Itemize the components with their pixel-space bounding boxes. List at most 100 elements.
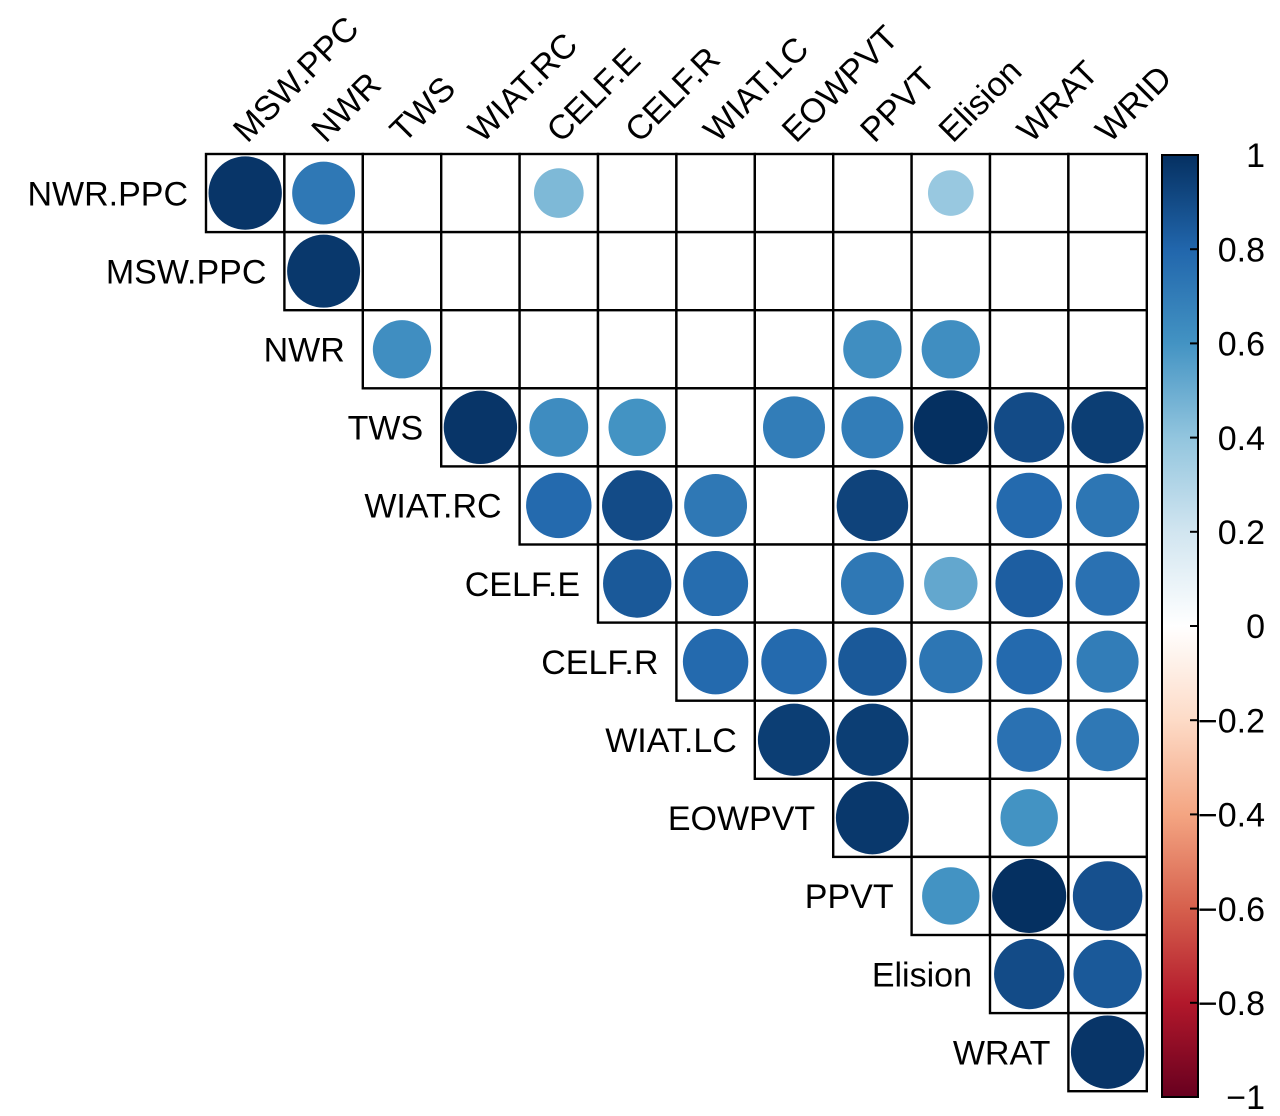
colorbar-tick-label: 0 (1246, 608, 1265, 646)
correlation-circle (602, 470, 673, 541)
correlation-circle (287, 234, 361, 308)
grid-cell (1067, 777, 1149, 859)
grid-cell (832, 152, 913, 234)
correlation-circle (208, 156, 282, 230)
grid-cell (518, 230, 600, 312)
grid-cell (988, 309, 1070, 390)
colorbar-gradient (1161, 154, 1199, 1098)
correlation-circle (682, 628, 749, 695)
grid-cell (596, 230, 678, 312)
correlation-circle (996, 628, 1062, 695)
correlation-circle (835, 781, 909, 855)
grid-cell (1067, 309, 1149, 390)
correlation-circle (927, 170, 974, 216)
correlation-circle (526, 472, 592, 539)
colorbar-tick-label: 0.8 (1218, 231, 1265, 269)
grid-cell (753, 465, 835, 546)
grid-cell (753, 152, 835, 234)
row-label: WIAT.LC (605, 722, 737, 760)
correlation-circle (913, 390, 988, 465)
grid-cell (910, 230, 992, 312)
correlation-circle (1071, 391, 1144, 464)
correlation-circle (1075, 473, 1140, 538)
colorbar-tick-label: 0.2 (1218, 514, 1265, 552)
grid-cell (596, 152, 678, 234)
grid-cell (753, 230, 835, 312)
grid-cell (675, 152, 757, 234)
colorbar-tick-label: −0.2 (1198, 702, 1265, 740)
grid-cell (675, 230, 757, 312)
column-labels: MSW.PPCNWRTWSWIAT.RCCELF.ECELF.RWIAT.LCE… (226, 9, 1179, 149)
grid-cell (753, 309, 835, 390)
correlation-circle (603, 549, 672, 618)
row-label: MSW.PPC (106, 253, 267, 291)
grid-cell (675, 387, 757, 468)
correlation-circle (529, 397, 589, 457)
correlation-circle (841, 396, 904, 459)
correlation-circle (533, 168, 584, 218)
grid-cell (988, 152, 1070, 234)
correlation-circle (1072, 861, 1143, 931)
grid-cell (440, 152, 521, 234)
grid-cell (361, 152, 443, 234)
correlation-circle (992, 858, 1067, 933)
colorbar-tick-label: 0.6 (1218, 326, 1265, 364)
column-label: TWS (383, 69, 463, 149)
correlation-circle (840, 552, 904, 615)
grid-cell (910, 465, 992, 546)
grid-cell (753, 543, 835, 624)
grid-cell (675, 309, 757, 390)
row-label: CELF.R (541, 644, 658, 682)
correlation-circle (757, 703, 831, 776)
correlation-circle (994, 392, 1065, 463)
grid-cell (440, 309, 521, 390)
correlation-circle (684, 474, 748, 537)
grid-cell (1067, 230, 1149, 312)
colorbar-tick-label: −1 (1226, 1079, 1265, 1111)
grid-cell (988, 230, 1070, 312)
correlation-circle (763, 396, 825, 459)
correlation-circle (996, 472, 1062, 539)
correlation-circle (292, 161, 356, 225)
correlation-circle (1076, 630, 1139, 693)
correlation-circle (443, 390, 518, 465)
grid-cell (596, 309, 678, 390)
grid-cell (440, 230, 521, 312)
colorbar: 1 0.8 0.6 0.4 0.2 0 −0.2 −0.4 −0.6 −0.8 −1 (1161, 137, 1265, 1116)
row-labels: NWR.PPC MSW.PPC NWR TWS WIAT.RC CELF.E CELF.R W… (27, 175, 1050, 1072)
colorbar-tick-label: 0.4 (1218, 420, 1265, 458)
grid-cell (361, 230, 443, 312)
correlation-circle (761, 628, 827, 695)
row-label: WRAT (953, 1034, 1051, 1072)
correlation-circle (372, 320, 432, 379)
grid-cell (518, 309, 600, 390)
colorbar-tick-label: −0.8 (1198, 985, 1265, 1023)
correlation-circle (922, 867, 980, 925)
correlation-circle (919, 629, 983, 694)
colorbar-tick-label: 1 (1246, 137, 1265, 175)
correlation-circle (1076, 708, 1140, 772)
correlation-circle (836, 469, 909, 542)
row-label: WIAT.RC (364, 488, 501, 526)
grid-cell (1067, 152, 1149, 234)
column-label: WRID (1088, 59, 1179, 150)
correlation-circle (1070, 1015, 1145, 1089)
row-label: Elision (872, 956, 972, 994)
correlation-circle (1000, 789, 1058, 847)
correlation-circle (921, 320, 980, 379)
row-label: PPVT (805, 878, 894, 916)
colorbar-tick-label: −0.6 (1198, 891, 1265, 929)
grid-cell (910, 777, 992, 859)
correlation-circle (1073, 939, 1142, 1009)
correlation-circle (924, 556, 978, 611)
column-label: Elision (932, 52, 1030, 150)
row-label: NWR.PPC (27, 175, 188, 213)
correlation-circle (1075, 551, 1140, 616)
grid-cell (832, 230, 913, 312)
correlation-circle (838, 627, 907, 696)
row-label: EOWPVT (668, 800, 815, 838)
correlation-circle (608, 398, 666, 457)
correlation-circle (997, 707, 1062, 772)
